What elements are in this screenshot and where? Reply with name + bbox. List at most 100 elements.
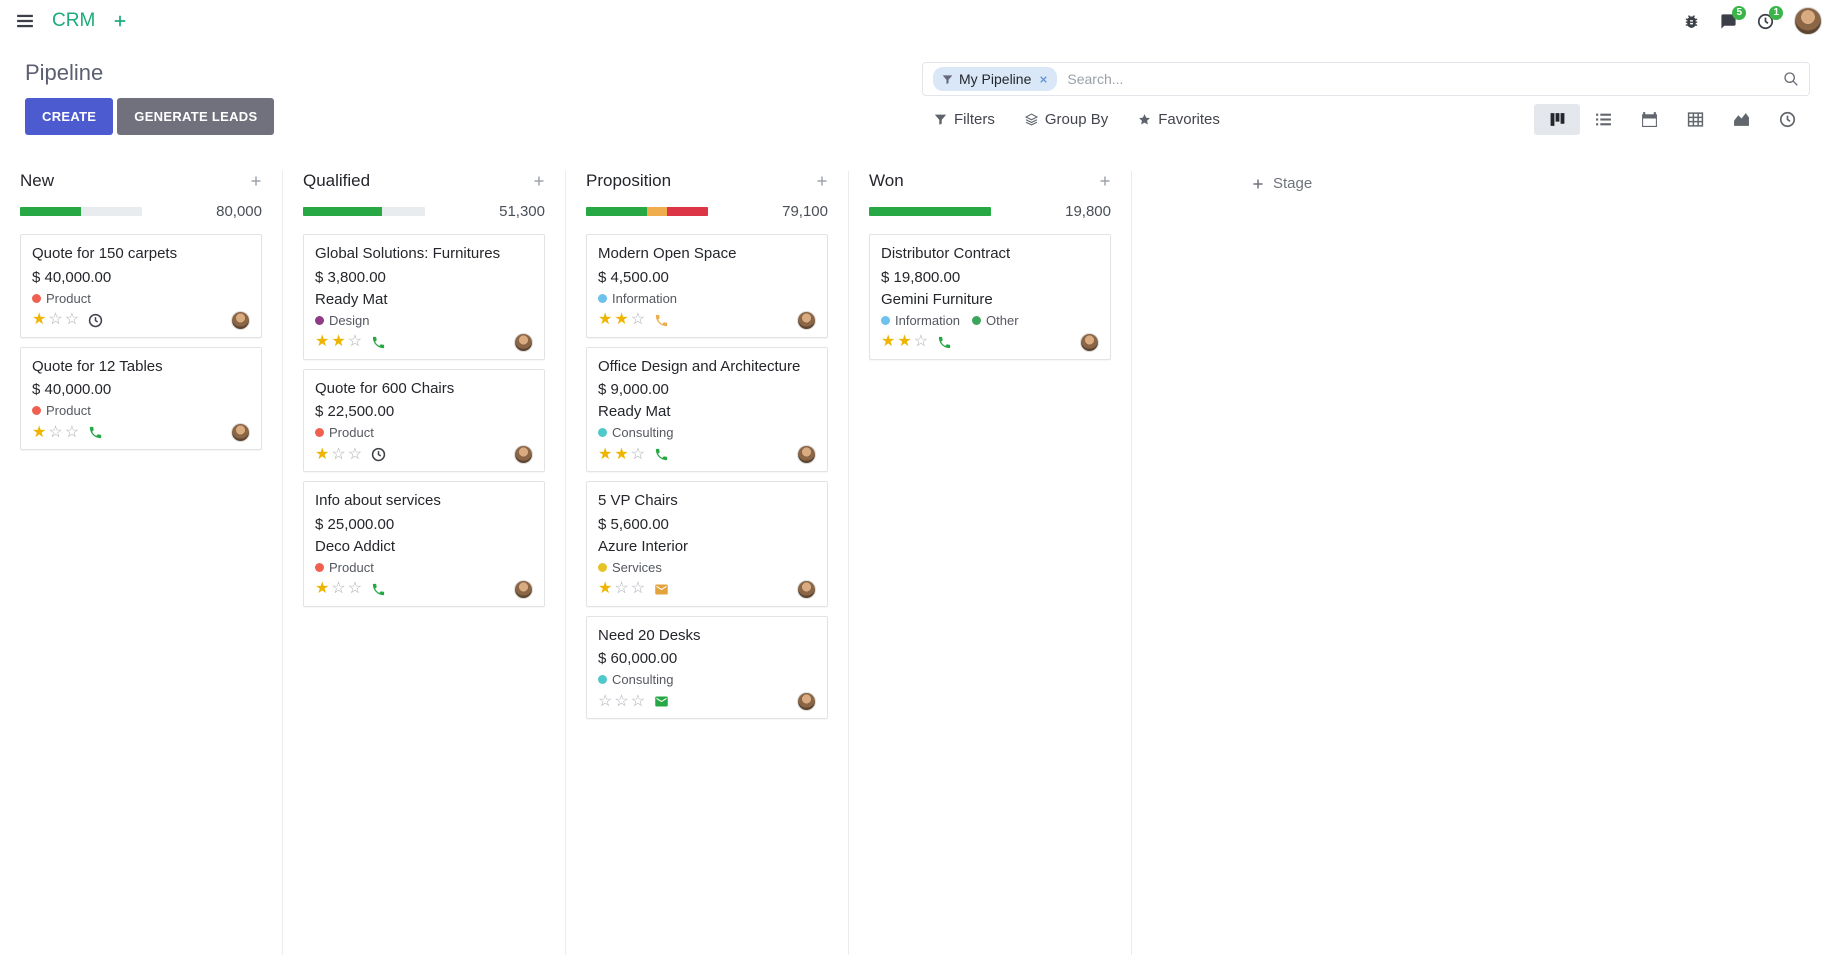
activity-clock-icon[interactable] (88, 313, 103, 328)
column-progressbar[interactable] (20, 207, 142, 216)
generate-leads-button[interactable]: GENERATE LEADS (117, 98, 275, 135)
kanban-card[interactable]: Modern Open Space $ 4,500.00 Information… (586, 234, 828, 338)
filters-button[interactable]: Filters (934, 111, 995, 128)
avatar[interactable] (797, 445, 816, 464)
kanban-card[interactable]: Info about services $ 25,000.00 Deco Add… (303, 481, 545, 607)
priority-star[interactable]: ★ (614, 311, 629, 328)
priority-star[interactable]: ☆ (630, 311, 646, 328)
priority-star[interactable]: ★ (315, 333, 330, 350)
activity-view-button[interactable] (1764, 104, 1810, 135)
avatar[interactable] (231, 423, 250, 442)
priority-star[interactable]: ☆ (48, 311, 63, 328)
tag-color-dot (598, 675, 607, 684)
quick-add-icon[interactable] (816, 175, 828, 187)
priority-stars: ★ ★ ☆ (881, 334, 928, 350)
priority-star[interactable]: ★ (331, 333, 346, 350)
app-name[interactable]: CRM (52, 10, 96, 31)
activity-phone-icon[interactable] (371, 335, 386, 350)
progress-segment (586, 207, 647, 216)
activity-phone-icon[interactable] (654, 447, 669, 462)
bug-icon[interactable] (1683, 13, 1700, 30)
kanban-card[interactable]: 5 VP Chairs $ 5,600.00 Azure Interior Se… (586, 481, 828, 607)
priority-star[interactable]: ☆ (347, 333, 363, 350)
kanban-card[interactable]: Global Solutions: Furnitures $ 3,800.00 … (303, 234, 545, 360)
column-progressbar[interactable] (869, 207, 991, 216)
avatar[interactable] (514, 332, 533, 352)
priority-star[interactable]: ★ (315, 445, 330, 463)
calendar-view-button[interactable] (1626, 104, 1672, 135)
priority-star[interactable]: ☆ (630, 445, 646, 463)
priority-star[interactable]: ★ (32, 423, 47, 441)
column-progressbar[interactable] (303, 207, 425, 216)
avatar[interactable] (797, 310, 816, 330)
priority-star[interactable]: ☆ (598, 692, 613, 710)
priority-star[interactable]: ☆ (64, 423, 80, 441)
messages-badge: 5 (1732, 5, 1746, 20)
priority-star[interactable]: ☆ (913, 333, 929, 350)
search-icon[interactable] (1783, 71, 1799, 87)
priority-star[interactable]: ☆ (331, 445, 346, 463)
activity-envelope-icon[interactable] (654, 582, 669, 597)
create-button[interactable]: CREATE (25, 98, 114, 135)
user-avatar[interactable] (1794, 7, 1822, 35)
priority-star[interactable]: ★ (598, 580, 613, 597)
activity-envelope-icon[interactable] (654, 694, 669, 709)
priority-star[interactable]: ★ (598, 311, 613, 328)
quick-add-icon[interactable] (1099, 175, 1111, 187)
activities-button[interactable]: 1 (1757, 5, 1783, 30)
activity-clock-icon[interactable] (371, 447, 386, 462)
kanban-card[interactable]: Quote for 150 carpets $ 40,000.00 Produc… (20, 234, 262, 338)
add-stage-button[interactable]: Stage (1252, 175, 1312, 192)
priority-star[interactable]: ☆ (48, 423, 63, 441)
filter-icon (942, 74, 953, 85)
avatar[interactable] (797, 579, 816, 599)
search-bar[interactable]: My Pipeline (922, 62, 1810, 96)
menu-icon[interactable] (16, 12, 34, 30)
activities-badge: 1 (1769, 5, 1783, 20)
kanban-card[interactable]: Need 20 Desks $ 60,000.00 Consulting ☆ ☆ ☆ (586, 615, 828, 719)
remove-facet-icon[interactable] (1039, 75, 1048, 84)
priority-star[interactable]: ☆ (614, 580, 629, 597)
avatar[interactable] (1080, 332, 1099, 352)
kanban-card[interactable]: Quote for 12 Tables $ 40,000.00 Product … (20, 346, 262, 450)
avatar[interactable] (514, 445, 533, 464)
priority-star[interactable]: ☆ (630, 580, 646, 597)
activity-phone-icon[interactable] (88, 425, 103, 440)
priority-star[interactable]: ☆ (331, 580, 346, 597)
favorites-button[interactable]: Favorites (1138, 111, 1220, 128)
priority-star[interactable]: ☆ (614, 692, 629, 710)
priority-star[interactable]: ☆ (347, 580, 363, 597)
kanban-view-button[interactable] (1534, 104, 1580, 135)
avatar[interactable] (797, 692, 816, 711)
column-progressbar[interactable] (586, 207, 708, 216)
list-view-button[interactable] (1580, 104, 1626, 135)
messages-button[interactable]: 5 (1720, 5, 1746, 30)
kanban-card[interactable]: Quote for 600 Chairs $ 22,500.00 Product… (303, 368, 545, 472)
priority-star[interactable]: ★ (881, 333, 896, 350)
graph-view-button[interactable] (1718, 104, 1764, 135)
priority-star[interactable]: ★ (614, 445, 629, 463)
pivot-view-button[interactable] (1672, 104, 1718, 135)
priority-star[interactable]: ☆ (347, 445, 363, 463)
kanban-card[interactable]: Office Design and Architecture $ 9,000.0… (586, 346, 828, 472)
priority-star[interactable]: ★ (897, 333, 912, 350)
search-facet[interactable]: My Pipeline (933, 67, 1058, 91)
priority-star[interactable]: ☆ (64, 311, 80, 328)
group-by-button[interactable]: Group By (1024, 111, 1108, 128)
priority-stars: ★ ★ ☆ (598, 312, 645, 328)
priority-star[interactable]: ☆ (630, 692, 646, 710)
priority-star[interactable]: ★ (32, 311, 47, 328)
avatar[interactable] (231, 310, 250, 330)
quick-add-icon[interactable] (250, 175, 262, 187)
priority-star[interactable]: ★ (315, 580, 330, 597)
activity-phone-icon[interactable] (654, 313, 669, 328)
search-input[interactable] (1057, 71, 1783, 87)
priority-star[interactable]: ★ (598, 445, 613, 463)
activity-phone-icon[interactable] (371, 582, 386, 597)
activity-phone-icon[interactable] (937, 335, 952, 350)
kanban-card[interactable]: Distributor Contract $ 19,800.00 Gemini … (869, 234, 1111, 360)
kanban-icon (1549, 111, 1566, 128)
avatar[interactable] (514, 579, 533, 599)
plus-icon[interactable] (113, 14, 127, 28)
quick-add-icon[interactable] (533, 175, 545, 187)
